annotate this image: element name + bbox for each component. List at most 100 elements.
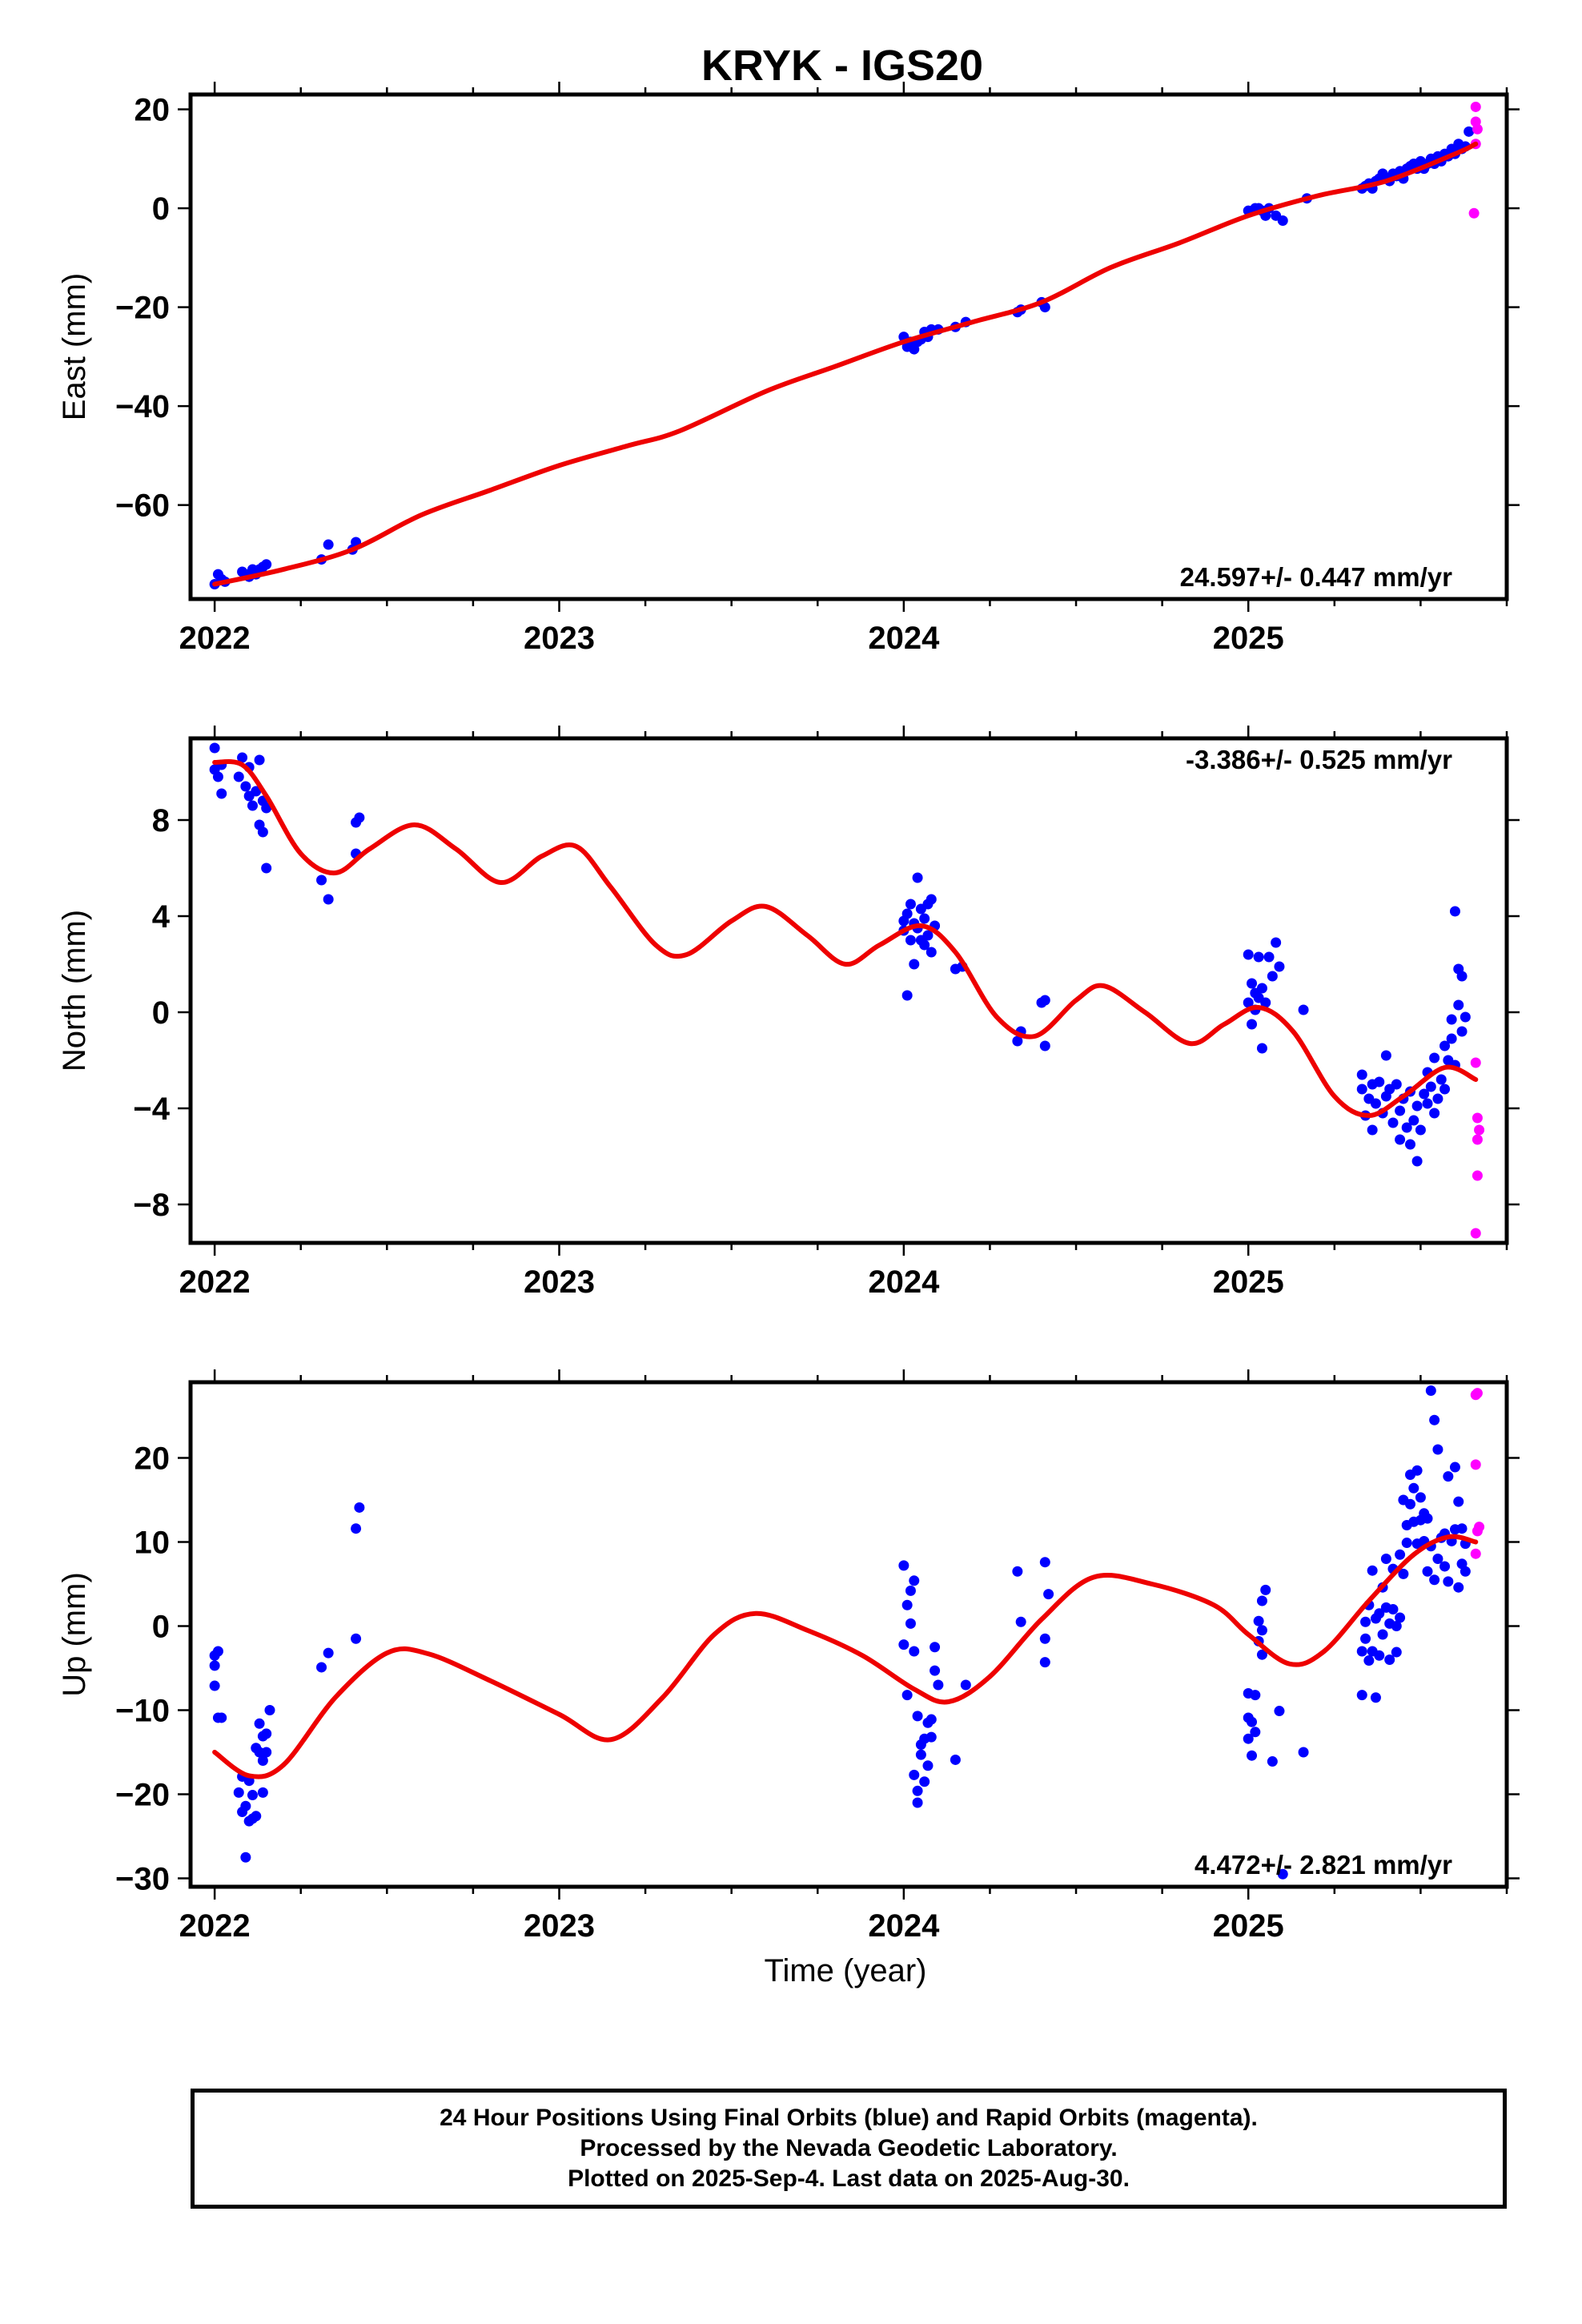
north-final-point [1422, 1098, 1433, 1109]
north-final-point [254, 754, 265, 766]
north-final-point [1419, 1088, 1430, 1100]
up-final-point [1256, 1625, 1267, 1636]
up-final-point [233, 1787, 244, 1798]
up-final-point [1443, 1576, 1454, 1587]
east-rapid-point [1470, 101, 1481, 112]
east-ytick-label: −20 [115, 291, 170, 326]
up-final-point [247, 1790, 258, 1801]
up-ytick-label: −10 [115, 1694, 170, 1729]
up-final-point [1398, 1568, 1409, 1579]
up-final-point [1260, 1584, 1271, 1595]
figure-title: KRYK - IGS20 [701, 42, 983, 90]
north-final-point [1429, 1108, 1440, 1119]
north-xtick-label: 2022 [179, 1265, 251, 1300]
north-final-point [240, 781, 251, 792]
north-final-point [233, 771, 244, 782]
up-final-point [1404, 1498, 1415, 1510]
north-final-point [1401, 1122, 1412, 1133]
east-final-point [323, 539, 334, 550]
up-final-point [323, 1647, 334, 1659]
north-final-point [1271, 937, 1282, 948]
north-final-point [919, 913, 930, 924]
north-final-point [1395, 1105, 1406, 1116]
north-rapid-point [1470, 1228, 1481, 1239]
up-final-point [1429, 1414, 1440, 1425]
east-xtick-label: 2025 [1213, 621, 1284, 656]
up-y-axis-label: Up (mm) [57, 1572, 92, 1697]
east-final-point [1464, 126, 1475, 137]
up-final-point [216, 1712, 227, 1723]
up-final-point [960, 1679, 971, 1691]
up-final-point [915, 1749, 926, 1760]
east-data-layer [209, 101, 1483, 589]
north-rapid-point [1470, 1057, 1481, 1068]
north-xtick-label: 2025 [1213, 1265, 1284, 1300]
up-final-point [933, 1679, 944, 1691]
north-xtick-label: 2023 [524, 1265, 595, 1300]
north-final-point [1374, 1076, 1385, 1088]
up-final-point [1277, 1868, 1288, 1880]
north-final-point [1356, 1084, 1367, 1095]
up-final-point [1415, 1492, 1426, 1503]
up-final-point [1443, 1471, 1454, 1482]
north-ytick-label: 8 [152, 803, 170, 838]
east-final-point [1277, 215, 1288, 226]
north-final-point [1460, 1011, 1471, 1023]
north-final-point [354, 812, 365, 823]
up-final-point [1439, 1561, 1451, 1572]
up-final-point [1391, 1647, 1402, 1658]
east-xtick-label: 2024 [868, 621, 940, 656]
north-final-point [1256, 983, 1267, 994]
north-rapid-point [1472, 1134, 1483, 1145]
up-final-point [912, 1785, 923, 1796]
east-ytick-label: 0 [152, 191, 170, 227]
north-final-point [1439, 1040, 1451, 1051]
up-final-point [254, 1718, 265, 1729]
up-final-point [1274, 1706, 1285, 1717]
north-final-point [1370, 1098, 1381, 1109]
north-final-point [1263, 951, 1275, 963]
up-final-point [1256, 1649, 1267, 1660]
up-final-point [1039, 1657, 1050, 1668]
north-ytick-label: −8 [133, 1188, 170, 1223]
up-final-point [905, 1618, 916, 1629]
east-rapid-point [1472, 123, 1483, 135]
north-final-point [905, 935, 916, 946]
north-final-point [1449, 906, 1460, 917]
up-final-point [1256, 1595, 1267, 1606]
up-data-layer [209, 1385, 1485, 1880]
up-final-point [1247, 1716, 1258, 1727]
up-final-point [261, 1747, 272, 1758]
north-final-point [926, 947, 937, 958]
up-final-point [1363, 1655, 1375, 1667]
up-final-point [919, 1776, 930, 1787]
up-final-point [1370, 1692, 1381, 1703]
up-final-point [1356, 1690, 1367, 1701]
north-ytick-label: 0 [152, 995, 170, 1031]
up-final-point [1425, 1385, 1436, 1396]
up-final-point [1250, 1727, 1261, 1738]
up-final-point [909, 1769, 920, 1780]
north-ytick-label: 4 [152, 899, 171, 935]
up-final-point [930, 1642, 941, 1653]
north-final-point [905, 899, 916, 910]
up-final-point [351, 1633, 362, 1644]
up-final-point [1043, 1589, 1054, 1600]
north-final-point [1380, 1050, 1391, 1061]
north-final-point [323, 894, 334, 905]
north-model-curve [212, 759, 1479, 1118]
up-final-point [1267, 1756, 1278, 1767]
north-final-point [909, 959, 920, 970]
north-data-layer [209, 742, 1485, 1239]
up-final-point [1250, 1690, 1261, 1701]
up-final-point [1432, 1444, 1443, 1455]
north-final-point [1439, 1084, 1451, 1095]
north-rapid-point [1474, 1124, 1485, 1136]
up-final-point [257, 1755, 268, 1766]
north-final-point [216, 788, 227, 799]
up-rapid-point [1472, 1526, 1483, 1537]
north-rapid-point [1472, 1112, 1483, 1124]
north-final-point [1243, 949, 1254, 960]
up-ytick-label: −30 [115, 1862, 170, 1897]
north-final-point [1267, 971, 1278, 982]
